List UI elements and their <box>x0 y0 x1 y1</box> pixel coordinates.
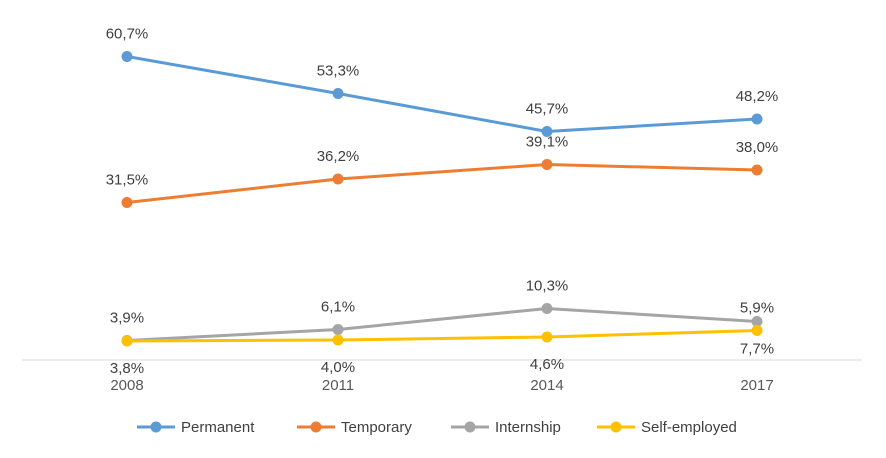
data-point <box>751 316 763 327</box>
x-tick-label: 2008 <box>110 377 143 394</box>
legend-label: Self-employed <box>641 419 737 436</box>
data-label: 60,7% <box>106 26 149 43</box>
x-tick-label: 2014 <box>530 377 563 394</box>
data-point <box>751 113 763 125</box>
x-tick-label: 2017 <box>740 377 773 394</box>
data-label: 48,2% <box>736 88 779 105</box>
data-label: 7,7% <box>740 341 774 358</box>
legend-marker <box>150 421 162 433</box>
data-point <box>121 335 133 347</box>
data-point <box>751 164 763 176</box>
data-label: 39,1% <box>526 134 569 151</box>
data-label: 4,0% <box>321 359 355 376</box>
data-label: 3,9% <box>110 310 144 327</box>
x-tick-label: 2011 <box>322 377 354 394</box>
data-point <box>751 325 763 336</box>
data-point <box>332 173 344 185</box>
data-label: 45,7% <box>526 101 569 118</box>
data-label: 31,5% <box>106 172 149 189</box>
legend-marker <box>610 421 622 433</box>
series-line-temporary <box>125 163 759 204</box>
legend-label: Internship <box>495 419 561 436</box>
data-point <box>121 51 133 62</box>
series-line-internship <box>125 307 759 342</box>
legend-marker <box>464 421 476 433</box>
data-label: 36,2% <box>317 148 360 165</box>
data-point <box>332 88 344 99</box>
data-label: 3,8% <box>110 360 144 377</box>
data-label: 53,3% <box>317 63 360 80</box>
data-point <box>541 159 553 170</box>
data-label: 10,3% <box>526 278 569 295</box>
series-line-permanent <box>125 55 759 133</box>
data-label: 4,6% <box>530 356 564 373</box>
data-point <box>541 331 553 343</box>
data-point <box>121 197 133 208</box>
legend-label: Permanent <box>181 419 255 436</box>
data-label: 6,1% <box>321 299 355 316</box>
legend-label: Temporary <box>341 419 412 436</box>
data-point <box>541 126 553 137</box>
data-label: 5,9% <box>740 300 774 317</box>
series-line-self-employed <box>125 329 759 343</box>
data-point <box>332 334 344 346</box>
data-label: 38,0% <box>736 139 779 156</box>
data-point <box>332 324 344 335</box>
data-point <box>541 303 553 314</box>
legend-marker <box>310 421 322 433</box>
